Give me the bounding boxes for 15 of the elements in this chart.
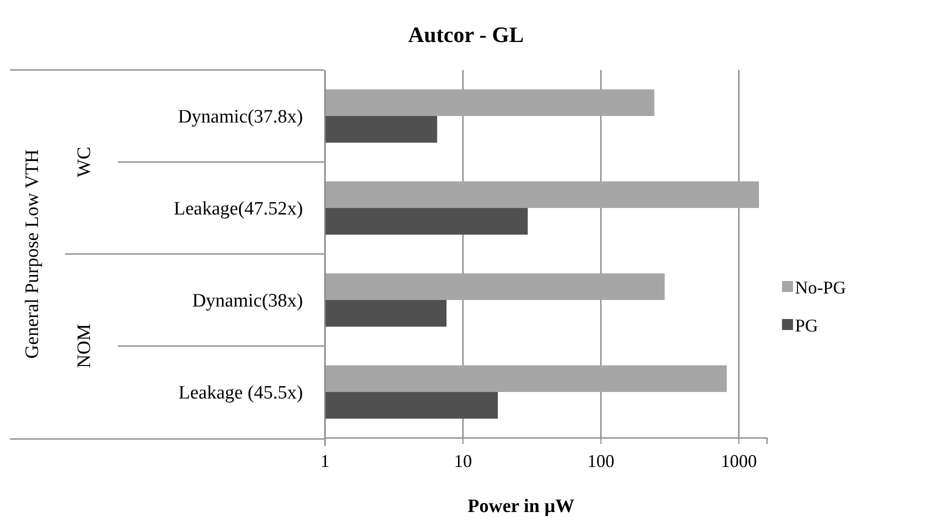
x-tick-label: 10 [454, 450, 472, 471]
text: General Purpose Low VTH [22, 149, 43, 359]
x-tick-label: 100 [587, 450, 614, 471]
text: WC [74, 146, 95, 178]
y-tick-label: Leakage (45.5x) [178, 382, 303, 404]
legend-label: No-PG [795, 277, 846, 298]
x-tick-label: 1 [320, 450, 330, 471]
x-tick-label: 1000 [720, 450, 757, 471]
text: NOM [74, 324, 95, 368]
x-axis-title: Power in µW [468, 496, 574, 517]
y-tick-label: Leakage(47.52x) [174, 198, 303, 220]
chart-title: Autcor - GL [408, 22, 524, 47]
y-tick-label: Dynamic(38x) [192, 290, 303, 312]
legend-label: PG [795, 315, 818, 336]
y-tick-label: Dynamic(37.8x) [178, 106, 303, 128]
